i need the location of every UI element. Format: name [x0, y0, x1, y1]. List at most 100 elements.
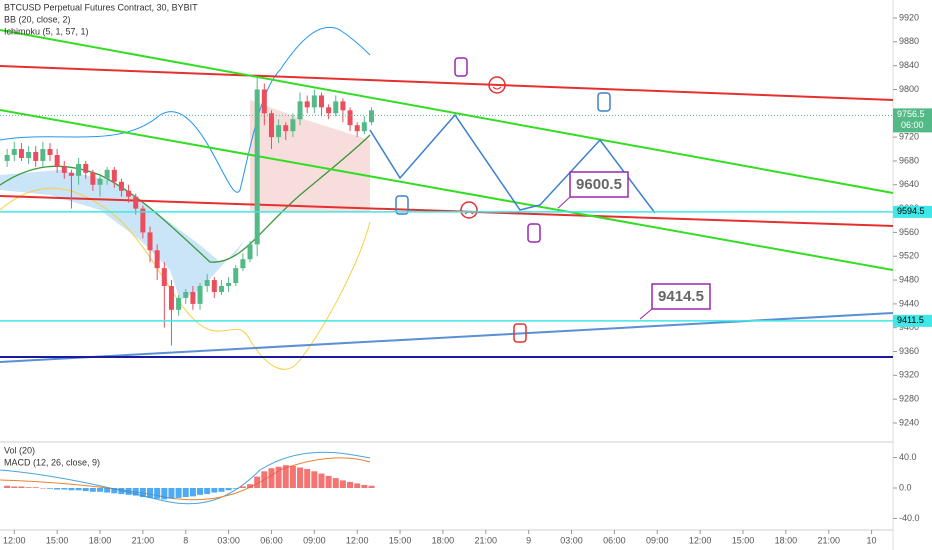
- hand-icon: [395, 195, 409, 215]
- indicator-label: BB (20, close, 2): [4, 14, 71, 24]
- histogram-bar: [54, 488, 61, 490]
- candle-body: [33, 152, 39, 161]
- callout-box: [569, 171, 629, 198]
- candle-body: [254, 89, 260, 245]
- histogram-bar: [275, 466, 282, 488]
- callout-label: 9414.5: [658, 288, 704, 305]
- histogram-bar: [189, 488, 196, 497]
- histogram-bar: [318, 473, 325, 488]
- candle-body: [297, 101, 303, 120]
- histogram-bar: [204, 488, 211, 495]
- candle-body: [161, 268, 167, 287]
- histogram-bar: [125, 488, 132, 495]
- histogram-bar: [311, 471, 318, 488]
- x-tick-label: 03:00: [560, 535, 583, 545]
- x-tick-label: 15:00: [389, 535, 412, 545]
- histogram-bar: [182, 488, 189, 498]
- histogram-bar: [325, 475, 332, 488]
- candle-body: [61, 166, 67, 173]
- y-tick-label: 9360: [899, 346, 919, 356]
- y-tick-label: 9440: [899, 298, 919, 308]
- histogram-bar: [68, 488, 75, 491]
- indicator-label: Ichimoku (5, 1, 57, 1): [4, 26, 89, 36]
- callout-label: 9600.5: [576, 176, 622, 193]
- candle-body: [140, 208, 146, 233]
- histogram-bar: [211, 488, 218, 493]
- histogram-bar: [339, 480, 346, 488]
- y-tick-label: 9280: [899, 394, 919, 404]
- histogram-bar: [304, 469, 311, 488]
- candle-body: [90, 172, 96, 185]
- histogram-bar: [61, 488, 68, 490]
- candle-body: [290, 119, 296, 132]
- histogram-bar: [18, 486, 25, 488]
- histogram-bar: [161, 488, 168, 500]
- trend-line-red: [0, 65, 894, 101]
- smile-icon: [488, 76, 506, 94]
- y-tick-label: 9880: [899, 36, 919, 46]
- candle-body: [76, 163, 82, 176]
- y-tick-label: -40.0: [899, 513, 920, 523]
- y-tick-label: 9920: [899, 12, 919, 22]
- x-tick-label: 15:00: [732, 535, 755, 545]
- candle-body: [190, 291, 196, 304]
- histogram-bar: [247, 484, 254, 488]
- chart-title: BTCUSD Perpetual Futures Contract, 30, B…: [4, 2, 198, 12]
- candle-body: [68, 172, 74, 176]
- histogram-bar: [75, 488, 82, 491]
- countdown-label: 06:00: [901, 120, 924, 130]
- x-tick-label: 18:00: [432, 535, 455, 545]
- histogram-bar: [25, 487, 32, 488]
- frown-icon: [460, 201, 478, 219]
- trend-line-red: [0, 195, 894, 227]
- bb-basis: [0, 134, 371, 263]
- candle-body: [118, 181, 124, 191]
- x-tick-label: 18:00: [89, 535, 112, 545]
- indicator-label: Vol (20): [4, 445, 35, 455]
- x-tick-label: 21:00: [475, 535, 498, 545]
- histogram-bar: [89, 488, 96, 492]
- x-tick-label: 09:00: [646, 535, 669, 545]
- price-tag-label: 9756.5: [897, 109, 925, 119]
- hand-icon: [527, 223, 541, 243]
- candle-body: [154, 250, 160, 269]
- histogram-bar: [32, 487, 39, 488]
- y-tick-label: 9560: [899, 227, 919, 237]
- y-tick-label: 9640: [899, 179, 919, 189]
- y-tick-label: 9680: [899, 155, 919, 165]
- y-tick-label: 9720: [899, 131, 919, 141]
- histogram-bar: [39, 488, 46, 489]
- candle-body: [347, 110, 353, 126]
- histogram-bar: [139, 488, 146, 498]
- callout-pointer: [557, 196, 571, 209]
- histogram-bar: [289, 465, 296, 488]
- histogram-bar: [332, 478, 339, 488]
- histogram-bar: [132, 488, 139, 496]
- histogram-bar: [297, 467, 304, 488]
- candle-body: [247, 244, 253, 260]
- candle-body: [133, 196, 139, 209]
- candle-body: [47, 149, 53, 155]
- price-tag: [893, 314, 932, 327]
- histogram-bar: [239, 486, 246, 488]
- histogram-bar: [368, 485, 375, 488]
- candle-body: [83, 163, 89, 173]
- histogram-bar: [104, 488, 111, 493]
- x-tick-label: 18:00: [775, 535, 798, 545]
- x-tick-label: 9: [526, 535, 531, 545]
- histogram-bar: [154, 488, 161, 499]
- candle-body: [354, 125, 360, 132]
- histogram-bar: [97, 488, 104, 492]
- candle-body: [11, 149, 17, 155]
- histogram-bar: [111, 488, 118, 494]
- y-tick-label: 9240: [899, 417, 919, 427]
- candle-body: [4, 154, 10, 161]
- ichimoku-cloud-blue: [0, 170, 245, 300]
- histogram-bar: [197, 488, 204, 495]
- histogram-bar: [268, 468, 275, 488]
- price-tag-label: 9594.5: [897, 206, 925, 216]
- callout-box: [651, 283, 711, 310]
- histogram-bar: [354, 483, 361, 488]
